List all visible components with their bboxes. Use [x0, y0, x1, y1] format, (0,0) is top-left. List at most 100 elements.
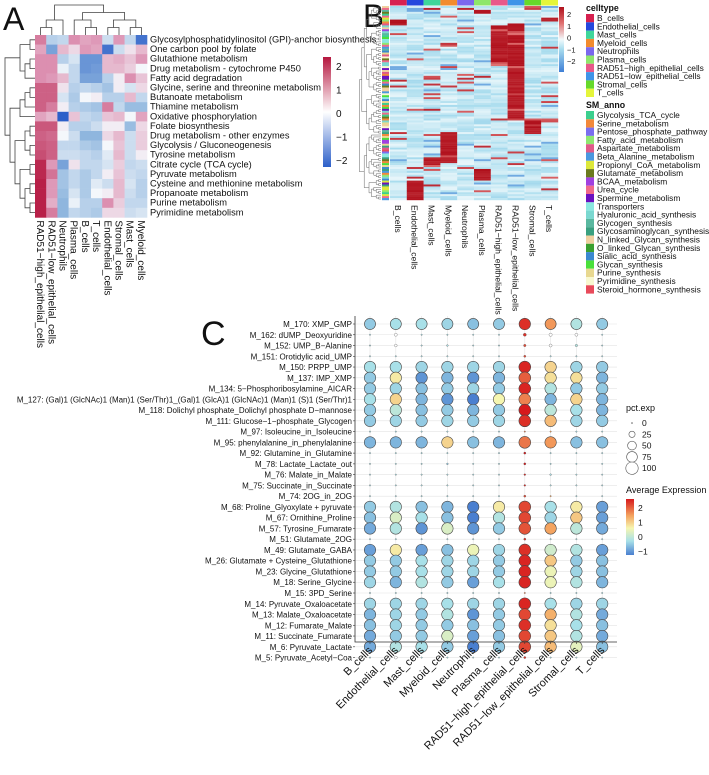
heatmap-cell [524, 52, 542, 55]
heatmap-cell [406, 114, 424, 117]
heatmap-cell [57, 35, 69, 45]
sm-anno-annotation [382, 149, 389, 152]
heatmap-cell [440, 77, 458, 80]
heatmap-cell [91, 83, 103, 93]
heatmap-cell [541, 60, 559, 63]
size-legend-label: 100 [642, 463, 656, 473]
heatmap-cell [524, 176, 542, 179]
heatmap-cell [474, 174, 491, 177]
dot [575, 538, 578, 541]
sm-anno-annotation [382, 83, 389, 86]
heatmap-cell [35, 111, 47, 122]
legend-label: Propionyl_CoA_metabolism [597, 160, 700, 170]
heatmap-cell [440, 73, 458, 77]
legend-swatch [586, 47, 594, 56]
heatmap-cell [490, 52, 508, 55]
column-label: Endothelial_cells [410, 205, 420, 270]
sm-anno-annotation [382, 103, 389, 106]
heatmap-cell [440, 124, 458, 127]
heatmap-cell [423, 163, 441, 166]
heatmap-cell [440, 68, 458, 71]
legend-swatch [586, 169, 594, 178]
heatmap-cell [102, 111, 114, 122]
heatmap-cell [457, 37, 475, 40]
legend-swatch [586, 252, 594, 261]
heatmap-cell [474, 116, 491, 119]
heatmap-cell [440, 139, 458, 142]
dot [389, 511, 402, 524]
heatmap-cell [390, 124, 407, 127]
dot [492, 500, 506, 513]
sm-anno-annotation [382, 95, 389, 98]
heatmap-cell [406, 64, 424, 67]
heatmap-cell [46, 198, 58, 209]
heatmap-cell [406, 124, 424, 127]
heatmap-cell [102, 179, 114, 189]
dot [601, 463, 604, 465]
sm-anno-annotation [382, 147, 389, 150]
heatmap-cell [390, 6, 407, 9]
heatmap-cell [423, 137, 441, 141]
dot [575, 656, 578, 659]
sm-anno-annotation [382, 198, 389, 201]
heatmap-cell [423, 7, 441, 11]
heatmap-cell [457, 42, 475, 45]
heatmap-cell [390, 60, 407, 63]
heatmap-cell [406, 66, 424, 69]
dot [415, 565, 428, 578]
row-label: Purine metabolism [150, 198, 227, 208]
heatmap-cell [390, 163, 407, 166]
heatmap-cell [457, 13, 475, 16]
heatmap-cell [440, 108, 458, 111]
heatmap-cell [406, 155, 424, 158]
sm-anno-annotation [382, 85, 389, 88]
dot [549, 355, 552, 358]
heatmap-cell [390, 81, 407, 84]
heatmap-cell [490, 62, 508, 65]
heatmap-cell [524, 106, 542, 110]
sm-anno-annotation [382, 170, 389, 174]
heatmap-cell [474, 42, 491, 45]
heatmap-cell [124, 102, 137, 113]
heatmap-cell [507, 134, 525, 137]
row-label: Drug metabolism - other enzymes [150, 131, 290, 141]
heatmap-cell [440, 25, 458, 28]
column-label: Plasma_cells [68, 220, 79, 279]
sm-anno-annotation [382, 89, 389, 92]
dot [570, 393, 583, 406]
heatmap-cell [541, 11, 559, 14]
sm-anno-annotation [382, 97, 389, 100]
heatmap-cell [102, 54, 114, 65]
sm-anno-annotation [382, 134, 389, 137]
dot [570, 382, 583, 395]
row-label: One carbon pool by folate [150, 44, 256, 54]
heatmap-cell [507, 27, 525, 30]
heatmap-cell [541, 174, 559, 177]
heatmap-cell [423, 17, 441, 20]
heatmap-cell [490, 83, 508, 86]
sm-anno-annotation [382, 99, 389, 102]
heatmap-cell [390, 128, 407, 131]
dot [369, 538, 371, 541]
heatmap-cell [102, 188, 114, 199]
heatmap-cell [507, 73, 525, 77]
dot [596, 554, 609, 567]
heatmap-cell [507, 38, 525, 42]
heatmap-cell [541, 168, 559, 172]
heatmap-cell [57, 102, 69, 113]
heatmap-cell [406, 108, 424, 111]
heatmap-cell [35, 188, 47, 199]
dot [518, 382, 531, 395]
heatmap-cell [35, 92, 47, 103]
heatmap-cell [507, 13, 525, 16]
legend-swatch [586, 72, 594, 81]
heatmap-cell [507, 170, 525, 174]
heatmap-cell [457, 147, 475, 150]
heatmap-cell [423, 182, 441, 185]
heatmap-cell [524, 196, 542, 199]
heatmap-cell [423, 48, 441, 51]
heatmap-cell [406, 104, 424, 108]
dot [363, 361, 377, 374]
heatmap-cell [457, 77, 475, 80]
legend-swatch [586, 210, 594, 219]
